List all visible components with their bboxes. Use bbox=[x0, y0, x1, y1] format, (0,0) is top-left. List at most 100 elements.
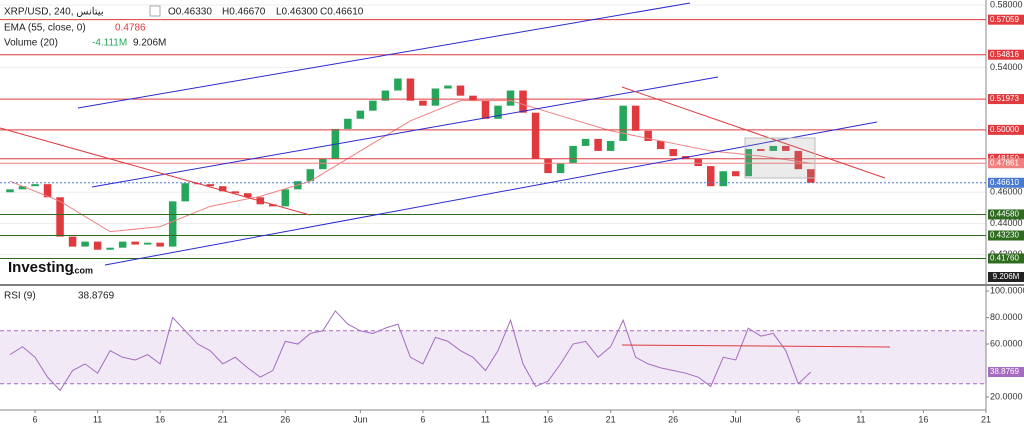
candle bbox=[456, 85, 465, 96]
y-tick-label: 80.0000 bbox=[990, 312, 1023, 322]
candle bbox=[519, 90, 527, 113]
candle bbox=[43, 184, 52, 198]
x-tick-label: 21 bbox=[606, 414, 616, 424]
candle bbox=[431, 88, 440, 106]
rsi-label-box bbox=[988, 367, 1024, 378]
candle bbox=[719, 171, 727, 187]
level-label: 0.43230 bbox=[990, 231, 1019, 240]
x-tick-label: 11 bbox=[93, 414, 102, 424]
x-tick-label: 16 bbox=[918, 414, 928, 424]
symbol: XRP/USD, 240, بيتانس bbox=[4, 7, 104, 18]
rsi-band bbox=[0, 330, 986, 384]
level-label: 0.54816 bbox=[990, 50, 1019, 59]
y-tick-label: 0.58000 bbox=[990, 0, 1023, 9]
level-label-box bbox=[988, 14, 1024, 25]
ema-value: 0.4786 bbox=[115, 23, 146, 34]
x-tick-label: 16 bbox=[543, 414, 553, 424]
candle bbox=[118, 241, 127, 248]
level-label-box bbox=[988, 94, 1024, 105]
x-tick-label: Jun bbox=[353, 414, 368, 424]
rsi-value: 38.8769 bbox=[78, 291, 115, 302]
candle bbox=[56, 197, 64, 237]
candle bbox=[594, 138, 602, 151]
level-label-box bbox=[988, 209, 1024, 220]
x-tick-label: 11 bbox=[856, 414, 865, 424]
candle bbox=[243, 193, 252, 198]
y-tick-label: 0.46000 bbox=[990, 187, 1023, 197]
candle bbox=[18, 186, 27, 190]
level-label: 0.46610 bbox=[990, 178, 1019, 187]
candle bbox=[206, 184, 214, 187]
rsi-trendline bbox=[621, 344, 891, 348]
grid bbox=[0, 4, 986, 256]
candle bbox=[181, 183, 189, 202]
volume-change: -4.111M bbox=[92, 38, 127, 49]
y-tick-label: 20.0000 bbox=[990, 391, 1023, 401]
y-tick-label: 100.0000 bbox=[990, 285, 1024, 295]
range-box bbox=[744, 137, 816, 179]
volume-axis-box bbox=[988, 272, 1024, 282]
rsi-title: RSI (9) bbox=[4, 291, 36, 302]
level-label-box bbox=[988, 253, 1024, 264]
x-tick-label: 6 bbox=[420, 414, 425, 424]
candle bbox=[581, 138, 590, 146]
level-label: 0.50000 bbox=[990, 125, 1019, 134]
candle bbox=[506, 90, 515, 106]
candle bbox=[218, 186, 227, 192]
candle bbox=[706, 166, 715, 187]
candle bbox=[481, 100, 490, 119]
open: O0.46330 bbox=[168, 7, 212, 18]
rsi-last-label: 38.8769 bbox=[990, 367, 1019, 376]
rsi-line bbox=[9, 310, 812, 392]
level-label-box bbox=[988, 124, 1024, 135]
icon bbox=[149, 5, 161, 17]
candle bbox=[494, 105, 502, 119]
candle bbox=[81, 241, 89, 247]
candle bbox=[344, 118, 352, 129]
volume-value: 9.206M bbox=[133, 38, 166, 49]
ema-label: EMA (55, close, 0) bbox=[4, 23, 86, 34]
candle bbox=[744, 149, 753, 177]
level-label-box bbox=[988, 158, 1024, 169]
candle bbox=[569, 145, 577, 164]
high: H0.46670 bbox=[222, 7, 266, 18]
candle bbox=[406, 78, 415, 101]
candle bbox=[606, 140, 615, 151]
x-tick-label: Jul bbox=[730, 414, 742, 424]
y-tick-label: 0.44000 bbox=[990, 218, 1023, 228]
candle bbox=[531, 112, 540, 160]
level-label: 0.41760 bbox=[990, 254, 1019, 263]
candle bbox=[369, 100, 377, 111]
logo: Investing bbox=[8, 259, 74, 276]
candle bbox=[544, 159, 552, 174]
candle bbox=[656, 140, 665, 150]
x-tick-label: 26 bbox=[668, 414, 678, 424]
candle bbox=[794, 150, 803, 170]
trendline bbox=[0, 127, 311, 216]
candle bbox=[669, 149, 677, 157]
candle bbox=[356, 110, 365, 119]
trendline bbox=[77, 2, 691, 109]
candle bbox=[556, 163, 565, 174]
candle bbox=[469, 95, 477, 101]
candle bbox=[694, 159, 702, 167]
candle bbox=[131, 241, 139, 245]
trendline bbox=[104, 121, 878, 266]
level-label: 0.44580 bbox=[990, 210, 1019, 219]
trendline bbox=[621, 86, 886, 179]
volume-label: Volume (20) bbox=[4, 38, 58, 49]
x-tick-label: 11 bbox=[481, 414, 490, 424]
candle bbox=[381, 90, 390, 101]
x-tick-label: 6 bbox=[33, 414, 38, 424]
candle bbox=[731, 171, 740, 177]
low: L0.46300 bbox=[276, 7, 318, 18]
level-label-box bbox=[988, 230, 1024, 241]
candle bbox=[31, 184, 39, 187]
level-label-box bbox=[988, 49, 1024, 60]
candle bbox=[281, 189, 290, 207]
candle bbox=[231, 191, 239, 194]
level-label: 0.51973 bbox=[990, 94, 1019, 103]
candle bbox=[269, 204, 277, 207]
candle bbox=[757, 149, 765, 151]
